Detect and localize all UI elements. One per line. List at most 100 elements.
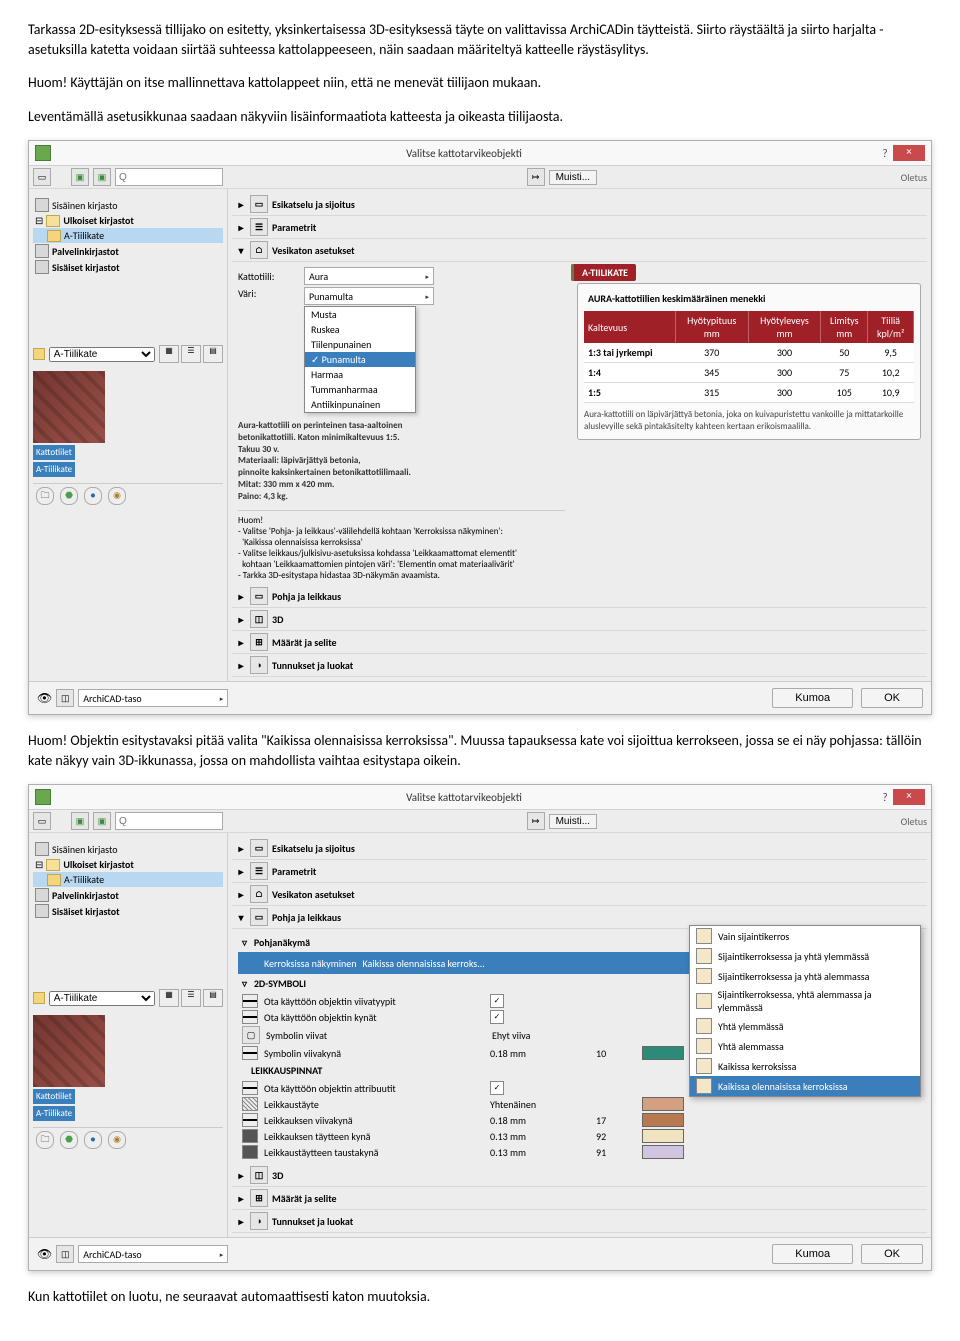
color-dropdown: Musta Ruskea Tiilenpunainen ✓ Punamulta …	[304, 306, 416, 413]
status-icon-3[interactable]: ●	[84, 487, 102, 505]
fill-icon	[242, 1129, 258, 1143]
memory-button[interactable]: Muisti...	[549, 170, 597, 185]
floor-section-icon: ▭	[250, 587, 268, 605]
view-mode-icon[interactable]: ▭	[33, 812, 51, 830]
help-icon[interactable]: ?	[877, 147, 893, 160]
search-input[interactable]	[115, 812, 223, 830]
tree-item-atiilikate[interactable]: A-Tiilikate	[33, 872, 223, 887]
param-cut-fill[interactable]: LeikkaustäyteYhtenäinen	[238, 1096, 921, 1112]
ctx-option[interactable]: Kaikissa kerroksissa	[690, 1056, 920, 1076]
section-tags[interactable]: ▸◑Tunnukset ja luokat	[232, 1210, 927, 1233]
ctx-option[interactable]: Yhtä alemmassa	[690, 1036, 920, 1056]
section-params[interactable]: ▸☰Parametrit	[232, 216, 927, 239]
tree-item-external[interactable]: ⊟Ulkoiset kirjastot	[33, 857, 223, 872]
ctx-option[interactable]: Sijaintikerroksessa, yhtä alemmassa ja y…	[690, 986, 920, 1016]
filter-icon-2[interactable]: ▣	[93, 812, 111, 830]
tree-item-server[interactable]: Palvelinkirjastot	[33, 887, 223, 903]
paragraph-2: Huom! Käyttäjän on itse mallinnettava ka…	[28, 73, 932, 93]
section-roof[interactable]: ▾⌂Vesikaton asetukset	[232, 239, 927, 262]
color-swatch[interactable]	[642, 1129, 684, 1143]
tree-item-internal[interactable]: Sisäinen kirjasto	[33, 197, 223, 213]
ctx-option[interactable]: Sijaintikerroksessa ja yhtä alemmassa	[690, 966, 920, 986]
view-detail-icon[interactable]: ▤	[203, 345, 223, 363]
archicad-logo-icon	[35, 145, 51, 161]
param-cut-line-pen[interactable]: Leikkauksen viivakynä0.18 mm17	[238, 1112, 921, 1128]
status-icon-3[interactable]: ●	[84, 1131, 102, 1149]
color-option[interactable]: ✓ Punamulta	[305, 352, 415, 367]
color-swatch[interactable]	[642, 1113, 684, 1127]
color-swatch[interactable]	[642, 1145, 684, 1159]
tree-item-atiilikate[interactable]: A-Tiilikate	[33, 228, 223, 243]
tree-item-server[interactable]: Palvelinkirjastot	[33, 243, 223, 259]
status-icon-1[interactable]: 🗀	[36, 1131, 54, 1149]
color-option[interactable]: Tiilenpunainen	[305, 337, 415, 352]
help-icon[interactable]: ?	[877, 791, 893, 804]
color-option[interactable]: Ruskea	[305, 322, 415, 337]
section-3d[interactable]: ▸◫3D	[232, 1164, 927, 1187]
pattern-icon	[242, 1097, 258, 1111]
library-dropdown[interactable]: A-Tiilikate	[49, 991, 155, 1006]
arrow-icon[interactable]: ↦	[527, 812, 545, 830]
ok-button[interactable]: OK	[861, 1244, 923, 1264]
color-swatch[interactable]	[642, 1097, 684, 1111]
view-list-icon[interactable]: ☰	[181, 989, 201, 1007]
status-icon-2[interactable]: ⬣	[60, 487, 78, 505]
section-quantities[interactable]: ▸⊞Määrät ja selite	[232, 631, 927, 654]
visibility-icon[interactable]: 👁	[37, 1247, 52, 1262]
ok-button[interactable]: OK	[861, 688, 923, 708]
search-input[interactable]	[115, 168, 223, 186]
layer-combo[interactable]: ArchiCAD-taso▸	[78, 1245, 228, 1263]
memory-button[interactable]: Muisti...	[549, 814, 597, 829]
section-roof[interactable]: ▸⌂Vesikaton asetukset	[232, 883, 927, 906]
tree-item-external[interactable]: ⊟Ulkoiset kirjastot	[33, 213, 223, 228]
view-list-icon[interactable]: ☰	[181, 345, 201, 363]
color-option[interactable]: Harmaa	[305, 367, 415, 382]
ctx-option[interactable]: Vain sijaintikerros	[690, 926, 920, 946]
cancel-button[interactable]: Kumoa	[772, 1244, 853, 1264]
tree-item-internal[interactable]: Sisäinen kirjasto	[33, 841, 223, 857]
arrow-icon[interactable]: ↦	[527, 168, 545, 186]
section-3d[interactable]: ▸◫3D	[232, 608, 927, 631]
tile-type-combo[interactable]: Aura▸	[304, 267, 434, 285]
section-tags[interactable]: ▸◑Tunnukset ja luokat	[232, 654, 927, 677]
visibility-icon[interactable]: 👁	[37, 691, 52, 706]
section-quantities[interactable]: ▸⊞Määrät ja selite	[232, 1187, 927, 1210]
ctx-option[interactable]: Sijaintikerroksessa ja yhtä ylemmässä	[690, 946, 920, 966]
view-grid-icon[interactable]: ▦	[159, 345, 179, 363]
filter-icon-1[interactable]: ▣	[71, 812, 89, 830]
tags-section-icon: ◑	[250, 656, 268, 674]
param-cut-bg-pen[interactable]: Leikkaustäytteen taustakynä0.13 mm91	[238, 1144, 921, 1160]
status-icon-1[interactable]: 🗀	[36, 487, 54, 505]
section-preview[interactable]: ▸▭Esikatselu ja sijoitus	[232, 837, 927, 860]
table-row: 1:531530010510,9	[584, 383, 914, 403]
view-mode-icon[interactable]: ▭	[33, 168, 51, 186]
close-icon[interactable]: ×	[893, 145, 925, 161]
view-grid-icon[interactable]: ▦	[159, 989, 179, 1007]
section-params[interactable]: ▸☰Parametrit	[232, 860, 927, 883]
tree-item-internal-libs[interactable]: Sisäiset kirjastot	[33, 903, 223, 919]
color-swatch[interactable]	[642, 1046, 684, 1060]
view-detail-icon[interactable]: ▤	[203, 989, 223, 1007]
param-cut-fill-pen[interactable]: Leikkauksen täytteen kynä0.13 mm92	[238, 1128, 921, 1144]
layer-combo[interactable]: ArchiCAD-taso▸	[78, 689, 228, 707]
ctx-option[interactable]: Yhtä ylemmässä	[690, 1016, 920, 1036]
color-option[interactable]: Musta	[305, 307, 415, 322]
color-combo[interactable]: Punamulta▸	[304, 287, 434, 305]
status-icon-4[interactable]: ◉	[108, 487, 126, 505]
filter-icon-2[interactable]: ▣	[93, 168, 111, 186]
color-option[interactable]: Antiikinpunainen	[305, 397, 415, 412]
status-icon-2[interactable]: ⬣	[60, 1131, 78, 1149]
filter-icon-1[interactable]: ▣	[71, 168, 89, 186]
library-dropdown[interactable]: A-Tiilikate	[49, 347, 155, 362]
close-icon[interactable]: ×	[893, 789, 925, 805]
section-floor[interactable]: ▸▭Pohja ja leikkaus	[232, 585, 927, 608]
status-icon-4[interactable]: ◉	[108, 1131, 126, 1149]
object-preview[interactable]	[33, 371, 105, 443]
color-option[interactable]: Tummanharmaa	[305, 382, 415, 397]
cancel-button[interactable]: Kumoa	[772, 688, 853, 708]
object-preview[interactable]	[33, 1015, 105, 1087]
section-preview[interactable]: ▸▭Esikatselu ja sijoitus	[232, 193, 927, 216]
tree-item-internal-libs[interactable]: Sisäiset kirjastot	[33, 259, 223, 275]
ctx-option[interactable]: Kaikissa olennaisissa kerroksissa	[690, 1076, 920, 1096]
tiles-table-panel: AURA-kattotiilien keskimääräinen menekki…	[577, 283, 921, 439]
